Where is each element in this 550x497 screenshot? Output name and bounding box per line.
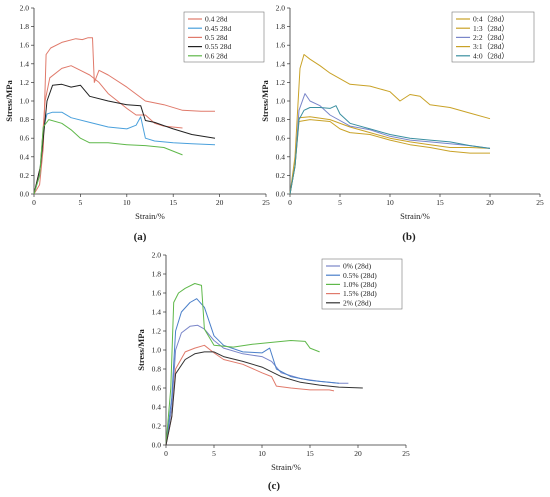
y-axis-label: Stress/MPa: [136, 329, 146, 371]
y-tick-label: 1.6: [276, 41, 286, 50]
series-line-2: [165, 298, 339, 446]
panel-label: (a): [134, 231, 147, 243]
series-line-3: [289, 93, 491, 195]
series-line-5: [165, 351, 363, 446]
series-line-4: [289, 119, 490, 195]
x-tick-label: 10: [258, 449, 266, 458]
y-tick-label: 1.4: [152, 308, 162, 317]
x-tick-label: 20: [354, 449, 362, 458]
y-tick-label: 0.6: [152, 384, 162, 393]
x-tick-label: 20: [486, 198, 494, 207]
legend: 0:4（28d）1:3（28d）2:2（28d）3:1（28d）4:0（28d）: [451, 11, 535, 63]
y-tick-label: 0.0: [152, 441, 162, 450]
y-tick-label: 0.6: [20, 134, 30, 143]
legend-entry: 2% (28d): [343, 298, 372, 307]
legend-entry: 0.4 28d: [205, 15, 228, 24]
series-line-4: [33, 83, 216, 195]
y-tick-label: 1.2: [152, 327, 162, 336]
x-tick-label: 5: [79, 198, 83, 207]
legend-entry: 0.55 28d: [205, 42, 232, 51]
legend-entry: 1:3（28d）: [473, 24, 509, 33]
series-line-3: [165, 283, 320, 446]
legend-entry: 2:2（28d）: [473, 33, 509, 42]
y-tick-label: 0.6: [276, 134, 286, 143]
legend-entry: 1.5% (28d): [343, 289, 377, 298]
x-tick-label: 20: [216, 198, 224, 207]
x-tick-label: 10: [123, 198, 131, 207]
y-tick-label: 1.8: [20, 22, 30, 31]
y-tick-label: 1.8: [152, 270, 162, 279]
panel-label: (c): [268, 480, 281, 492]
legend-entry: 0% (28d): [343, 262, 372, 271]
y-tick-label: 2.0: [276, 4, 286, 13]
y-tick-label: 1.0: [276, 97, 286, 106]
y-tick-label: 0.4: [152, 403, 162, 412]
series-line-5: [33, 119, 183, 195]
x-tick-label: 25: [262, 198, 270, 207]
x-axis-label: Strain/%: [135, 211, 165, 221]
legend: 0% (28d)0.5% (28d)1.0% (28d)1.5% (28d)2%…: [321, 258, 403, 310]
y-tick-label: 0.2: [276, 171, 286, 180]
y-tick-label: 0.0: [276, 190, 286, 199]
series-line-4: [165, 344, 335, 446]
y-axis-label: Stress/MPa: [260, 80, 270, 122]
legend-entry: 0.5 28d: [205, 33, 228, 42]
series-line-1: [289, 116, 491, 195]
y-tick-label: 0.4: [276, 152, 286, 161]
series-line-3: [33, 65, 183, 195]
x-tick-label: 15: [436, 198, 444, 207]
y-tick-label: 1.2: [20, 78, 30, 87]
y-tick-label: 0.8: [152, 365, 162, 374]
x-axis-label: Strain/%: [271, 462, 301, 472]
legend-entry: 0.45 28d: [205, 24, 232, 33]
y-tick-label: 1.0: [20, 97, 30, 106]
x-tick-label: 0: [164, 449, 168, 458]
x-tick-label: 15: [306, 449, 314, 458]
y-tick-label: 2.0: [152, 251, 162, 260]
x-tick-label: 0: [288, 198, 292, 207]
y-tick-label: 0.2: [20, 171, 30, 180]
y-tick-label: 0.8: [20, 115, 30, 124]
x-tick-label: 25: [536, 198, 544, 207]
x-tick-label: 25: [402, 449, 410, 458]
x-tick-label: 5: [212, 449, 216, 458]
y-tick-label: 0.4: [20, 152, 30, 161]
legend-entry: 3:1（28d）: [473, 42, 509, 51]
y-tick-label: 1.4: [276, 59, 286, 68]
x-tick-label: 10: [386, 198, 394, 207]
x-axis-label: Strain/%: [400, 211, 430, 221]
y-axis-label: Stress/MPa: [4, 80, 14, 122]
x-tick-label: 15: [169, 198, 177, 207]
legend-entry: 0.6 28d: [205, 51, 228, 60]
series-line-2: [289, 54, 491, 195]
chart-panel-3: 0 5 10 15 20 25 0.0 0.2 0.4 0.6 0.8 1.0 1.2 1.4 1.6 1.8…: [136, 251, 410, 493]
legend-entry: 4:0（28d）: [473, 51, 509, 60]
chart-panel-2: 0 5 10 15 20 25 0.0 0.2 0.4 0.6 0.8 1.0 1.2 1.4 1.6 1.8…: [260, 4, 544, 244]
legend-entry: 0:4（28d）: [473, 15, 509, 24]
legend-entry: 1.0% (28d): [343, 280, 377, 289]
y-tick-label: 1.8: [276, 22, 286, 31]
x-tick-label: 5: [338, 198, 342, 207]
y-tick-label: 0.2: [152, 422, 162, 431]
x-tick-label: 0: [32, 198, 36, 207]
series-line-1: [33, 37, 215, 195]
series-line-5: [289, 105, 491, 195]
y-tick-label: 2.0: [20, 4, 30, 13]
panel-label: (b): [402, 231, 416, 243]
y-tick-label: 1.4: [20, 59, 30, 68]
y-tick-label: 0.0: [20, 190, 30, 199]
chart-panel-1: 0 5 10 15 20 25 0.0 0.2 0.4 0.6 0.8 1.0 1.2 1.4 1.6 1.8…: [4, 4, 270, 244]
y-tick-label: 1.6: [20, 41, 30, 50]
series-line-2: [33, 111, 216, 195]
y-tick-label: 1.2: [276, 78, 286, 87]
y-tick-label: 1.6: [152, 289, 162, 298]
legend-entry: 0.5% (28d): [343, 271, 377, 280]
y-tick-label: 0.8: [276, 115, 286, 124]
y-tick-label: 1.0: [152, 346, 162, 355]
